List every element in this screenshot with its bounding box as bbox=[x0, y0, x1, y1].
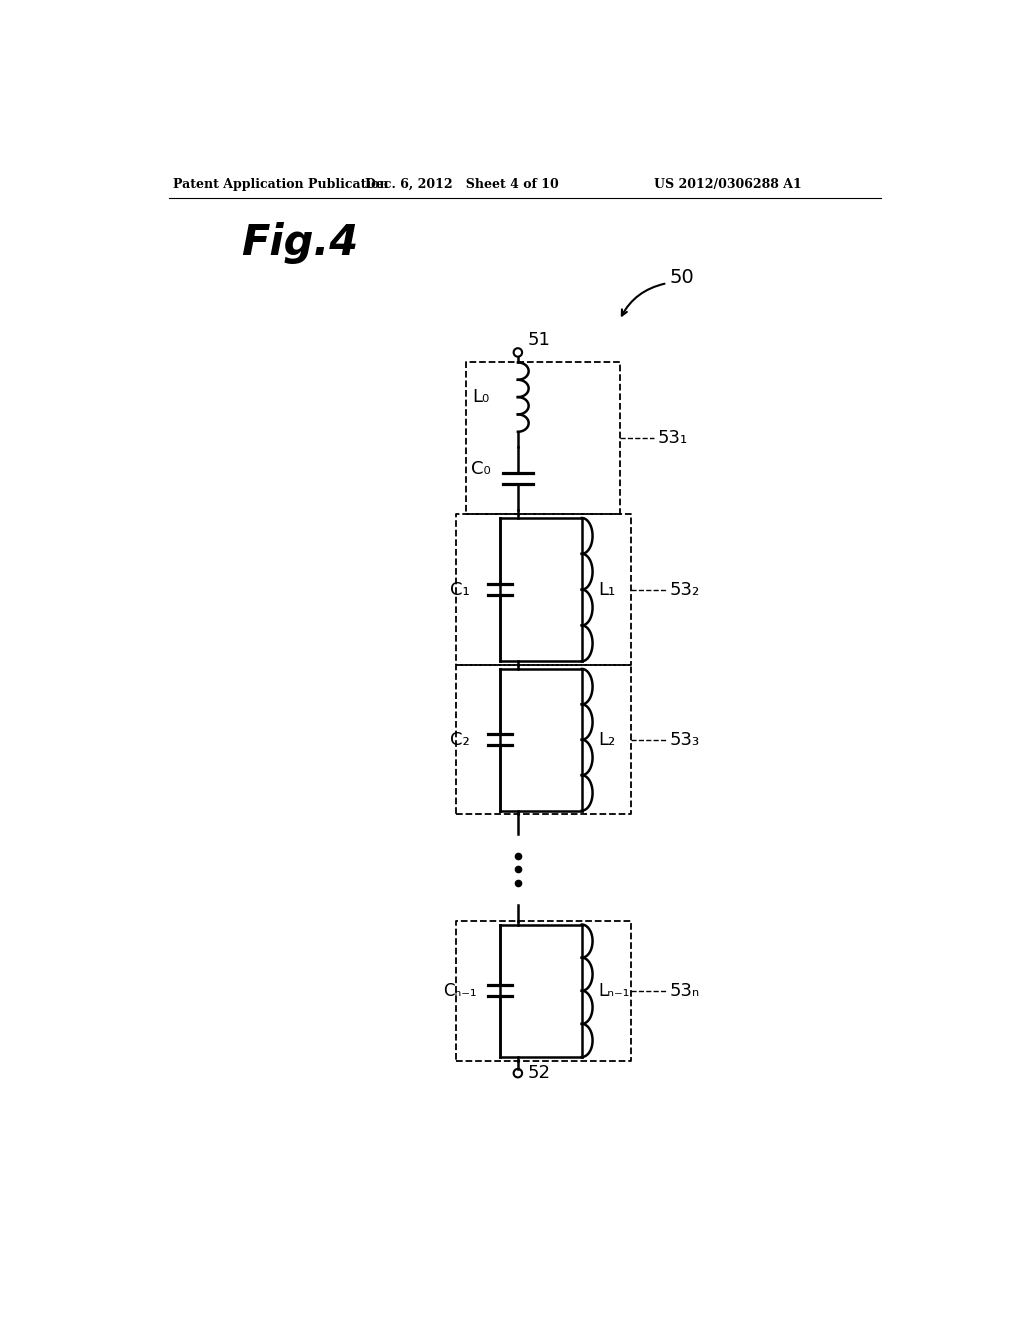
Text: Cₙ₋₁: Cₙ₋₁ bbox=[443, 982, 477, 999]
Text: 53₃: 53₃ bbox=[670, 731, 699, 748]
Text: Patent Application Publication: Patent Application Publication bbox=[173, 178, 388, 191]
Text: C₁: C₁ bbox=[451, 581, 470, 598]
Text: L₀: L₀ bbox=[472, 388, 489, 407]
Text: L₂: L₂ bbox=[599, 731, 616, 748]
Text: 53₂: 53₂ bbox=[670, 581, 699, 598]
Text: 53ₙ: 53ₙ bbox=[670, 982, 699, 999]
Text: C₀: C₀ bbox=[471, 461, 490, 478]
Text: Lₙ₋₁: Lₙ₋₁ bbox=[599, 982, 630, 999]
Text: C₂: C₂ bbox=[451, 731, 470, 748]
Text: 53₁: 53₁ bbox=[658, 429, 688, 447]
Text: Dec. 6, 2012   Sheet 4 of 10: Dec. 6, 2012 Sheet 4 of 10 bbox=[365, 178, 558, 191]
Text: 52: 52 bbox=[527, 1064, 550, 1082]
Text: 51: 51 bbox=[527, 331, 550, 350]
Text: 50: 50 bbox=[670, 268, 694, 288]
Text: Fig.4: Fig.4 bbox=[242, 222, 358, 264]
Text: L₁: L₁ bbox=[599, 581, 616, 598]
Text: US 2012/0306288 A1: US 2012/0306288 A1 bbox=[654, 178, 802, 191]
